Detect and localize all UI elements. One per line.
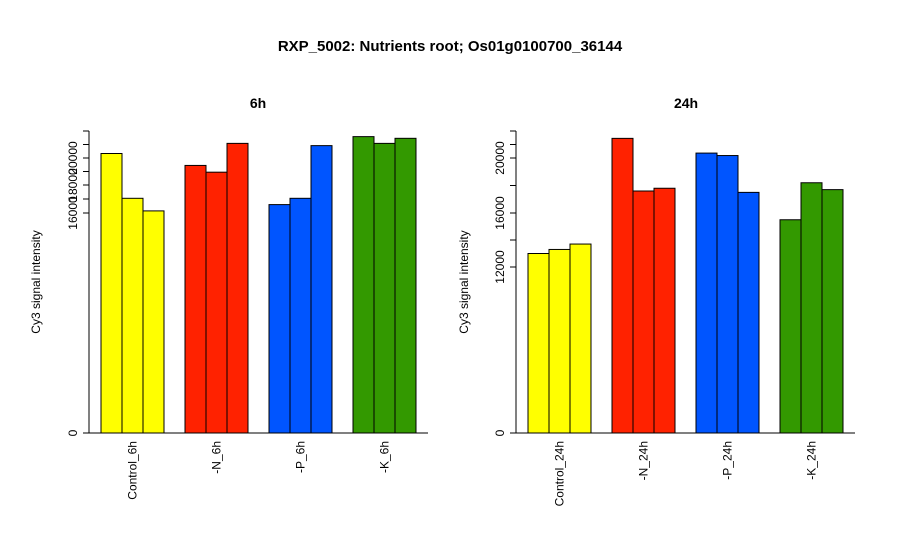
panel-2-title: 24h [674, 95, 698, 111]
panel-1-title: 6h [250, 95, 266, 111]
panel-1-bar [100, 153, 123, 434]
panel-1-ytick-label: 18000 [66, 168, 80, 202]
panel-1-bar [226, 142, 249, 434]
panel-2-bar [695, 152, 718, 434]
panel-1-bar [373, 142, 396, 434]
panel-2-bar [632, 190, 655, 434]
panel-1-category-label: -K_6h [378, 441, 392, 473]
panel-2-bar [800, 182, 823, 434]
panel-1-bar [394, 137, 417, 434]
panel-2-bar [821, 189, 844, 434]
panel-2-bar [716, 155, 739, 434]
panel-2-category-label: -N_24h [637, 441, 651, 480]
panel-2-ytick-label: 0 [493, 429, 507, 436]
panel-1-bar [310, 145, 333, 434]
panel-2-category-label: -P_24h [721, 441, 735, 480]
panel-1-ytick-label: 16000 [66, 196, 80, 230]
panel-2-ytick-label: 12000 [493, 250, 507, 284]
panel-2-ytick-label: 16000 [493, 196, 507, 230]
panel-1-ylabel: Cy3 signal intensity [29, 230, 43, 333]
panel-1-bar [142, 210, 165, 434]
figure-title: RXP_5002: Nutrients root; Os01g0100700_3… [277, 38, 623, 55]
panel-1-ytick-label: 20000 [66, 141, 80, 175]
panel-1-bar [121, 197, 144, 434]
panel-1-bar [352, 136, 375, 434]
panel-2-bar [737, 191, 760, 434]
panel-1-bar [205, 171, 228, 434]
panel-2-bar [527, 253, 550, 434]
panel-1-bar [289, 197, 312, 434]
panel-2-category-label: Control_24h [553, 441, 567, 506]
panel-1-ytick-label: 0 [66, 429, 80, 436]
panel-2-ylabel: Cy3 signal intensity [457, 230, 471, 333]
panel-2-category-label: -K_24h [805, 441, 819, 480]
panel-2-bar [548, 248, 571, 434]
panel-2-bar [611, 137, 634, 434]
panel-2-bar [653, 187, 676, 434]
panel-2-bar [779, 219, 802, 434]
panel-1-category-label: -N_6h [210, 441, 224, 474]
panel-1-category-label: Control_6h [126, 441, 140, 500]
panel-1-bar [184, 164, 207, 434]
panel-2-bar [569, 243, 592, 434]
panel-1-category-label: -P_6h [294, 441, 308, 473]
panel-2-ytick-label: 20000 [493, 141, 507, 175]
panel-1-bar [268, 204, 291, 434]
